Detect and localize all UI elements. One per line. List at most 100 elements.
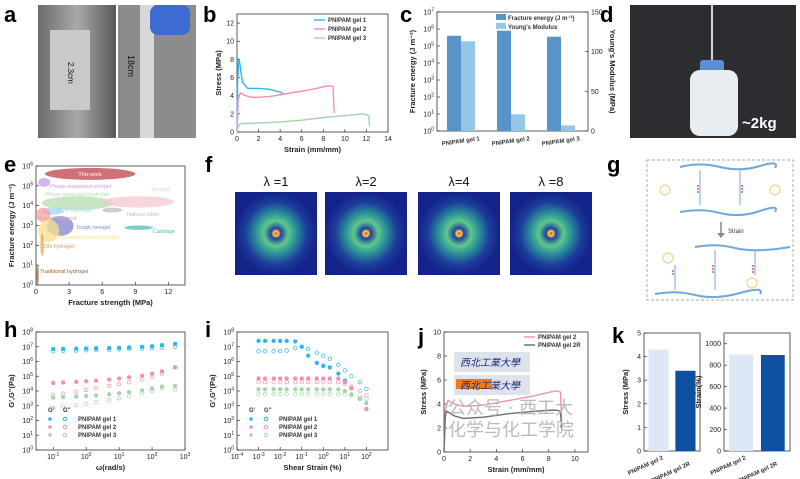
tick-exponent: 0 [326, 452, 329, 458]
legend-marker-open [62, 416, 68, 422]
data-point [357, 394, 363, 400]
tick-label: 10 [226, 39, 234, 46]
legend-header: G' [249, 408, 256, 414]
data-point [277, 338, 283, 344]
legend-header: G'' [264, 408, 272, 414]
data-point [256, 379, 261, 385]
legend-label: PNIPAM gel 3 [279, 433, 318, 439]
data-point [139, 391, 145, 396]
data-point [277, 349, 283, 354]
data-point [284, 338, 289, 344]
tick-exponent: 3 [188, 452, 191, 458]
photo-d-weight-label: ~2kg [742, 115, 777, 132]
data-point [336, 392, 341, 397]
data-point [271, 392, 276, 397]
legend-label: PNIPAM gel 3 [328, 36, 367, 42]
tick-label: 100 [22, 446, 33, 455]
region-label: Cartilage [153, 229, 175, 235]
data-point [172, 365, 178, 370]
plot-frame [643, 332, 701, 452]
data-point [93, 399, 99, 405]
tick-label: 0 [442, 456, 446, 463]
tick-exponent: 8 [231, 328, 234, 334]
tick-label: 6 [300, 136, 304, 143]
tick-label: 104 [22, 387, 33, 396]
data-point [293, 346, 298, 351]
region-label: PCM hydrogel [57, 208, 92, 214]
data-point [107, 397, 112, 403]
tick-label: 100 [22, 281, 33, 290]
data-point [299, 379, 304, 385]
data-point [321, 392, 326, 397]
tick-label: 2 [468, 456, 472, 463]
tick-exponent: 0 [30, 281, 33, 287]
watermark: 公众号 · 西工大化学与化工学院 [448, 398, 574, 441]
data-point [256, 338, 261, 344]
data-point [116, 391, 122, 396]
tick-label: 100 [591, 49, 603, 56]
y-axis-label: G',G''(Pa) [7, 374, 16, 408]
data-point [107, 377, 112, 382]
stretch-ratio-label: λ =1 [264, 174, 289, 189]
tick-label: 104 [22, 201, 33, 210]
region-label: Tough ionogel [76, 225, 110, 231]
tick-label: 1000 [705, 341, 721, 348]
data-point [126, 375, 132, 380]
tick-label: 4 [637, 354, 641, 361]
data-point [277, 387, 283, 392]
data-point [271, 379, 276, 385]
legend-label: Young's Modulus [508, 25, 558, 31]
tick-label: 108 [22, 328, 33, 337]
data-point [256, 392, 261, 397]
stretch-ratio-label: λ =8 [539, 174, 564, 189]
data-point [116, 347, 122, 352]
data-point [149, 388, 155, 394]
data-point [364, 386, 369, 391]
region-ellipse [102, 196, 174, 208]
photo-d: ~2kg [630, 5, 796, 138]
legend-swatch [496, 23, 506, 29]
tick-label: 150 [591, 10, 603, 17]
tick-exponent: 5 [30, 372, 33, 378]
y-axis-label: Fracture energy (J m⁻²) [7, 183, 16, 267]
data-point [271, 376, 276, 381]
region-label: Hybrid hydrogel [38, 216, 77, 222]
data-point [262, 392, 268, 397]
data-point [277, 392, 283, 397]
tick-label: 0 [230, 130, 234, 137]
tick-label: 12 [363, 136, 371, 143]
legend-label: PNIPAM gel 1 [78, 417, 117, 423]
legend-header: G'' [63, 408, 71, 414]
data-point [299, 344, 304, 349]
tick-label: 101 [340, 452, 351, 461]
data-point [277, 376, 283, 381]
strain-arrow-label: Strain [728, 229, 744, 235]
panel-label-c: c [400, 2, 412, 27]
data-point [126, 393, 132, 399]
data-point [336, 376, 341, 381]
data-point [293, 339, 298, 344]
region-ellipse [38, 219, 60, 242]
tick-label: 106 [223, 357, 234, 366]
data-point [284, 387, 289, 392]
data-point [60, 391, 66, 396]
data-point [336, 362, 341, 367]
tick-label: 102 [361, 452, 372, 461]
bar-fracture-energy [497, 30, 511, 132]
tick-label: 6 [100, 289, 104, 296]
tick-label: 2 [230, 111, 234, 118]
data-point [93, 378, 99, 383]
data-point [256, 387, 261, 392]
bar [675, 370, 696, 451]
legend-label: PNIPAM gel 2 [538, 335, 577, 341]
data-point [256, 376, 261, 381]
data-point [74, 348, 79, 353]
tick-exponent: 5 [30, 181, 33, 187]
region-ellipse [36, 207, 51, 223]
data-point [172, 344, 178, 349]
saxs-pattern-image [325, 192, 407, 275]
y-axis-label: Stress (MPa) [419, 369, 428, 415]
data-point [336, 379, 341, 385]
tick-label: 2 [437, 426, 441, 433]
data-point [262, 387, 268, 392]
